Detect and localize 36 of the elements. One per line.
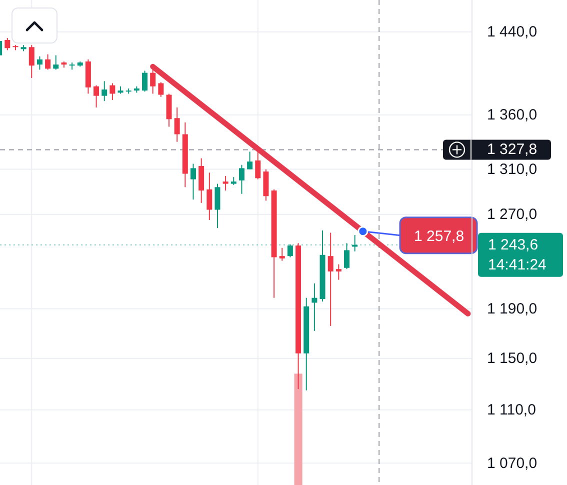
candlestick: [110, 82, 116, 101]
candlestick: [142, 70, 148, 92]
candlestick: [158, 82, 164, 98]
candlestick: [53, 54, 59, 70]
annotation: 1 257,8: [414, 228, 464, 245]
candlestick: [45, 54, 51, 70]
ref-line-label: 1 243,6 14:41:24: [488, 236, 546, 274]
candlestick: [28, 44, 34, 79]
candlestick: [4, 37, 10, 51]
candlestick: [279, 247, 285, 262]
candlestick: [36, 56, 42, 70]
candlestick: [206, 172, 212, 221]
ref-line-label: 1 327,8: [487, 141, 538, 158]
candlestick: [190, 163, 196, 200]
candlestick: [238, 164, 244, 194]
candlestick: [287, 244, 293, 258]
candlestick: [214, 183, 220, 229]
y-tick-label: 1 070,0: [487, 454, 538, 472]
candlestick: [336, 264, 342, 280]
candlestick: [174, 106, 180, 142]
candlestick: [344, 242, 350, 270]
candlestick: [247, 151, 253, 170]
y-tick-label: 1 150,0: [487, 350, 538, 368]
y-tick-label: 1 310,0: [487, 161, 538, 178]
y-tick-label: 1 360,0: [487, 106, 538, 124]
candlestick: [328, 232, 334, 326]
y-tick-label: 1 190,0: [487, 300, 538, 318]
candlestick: [255, 151, 261, 180]
candlestick: [150, 69, 156, 94]
y-tick-label: 1 110,0: [487, 402, 536, 419]
candlestick: [312, 282, 318, 332]
y-tick-label: 1 270,0: [487, 206, 538, 224]
candlestick: [222, 175, 228, 192]
y-tick-label: 1 440,0: [487, 24, 538, 41]
candlestick: [102, 80, 108, 102]
candlestick: [94, 84, 100, 108]
